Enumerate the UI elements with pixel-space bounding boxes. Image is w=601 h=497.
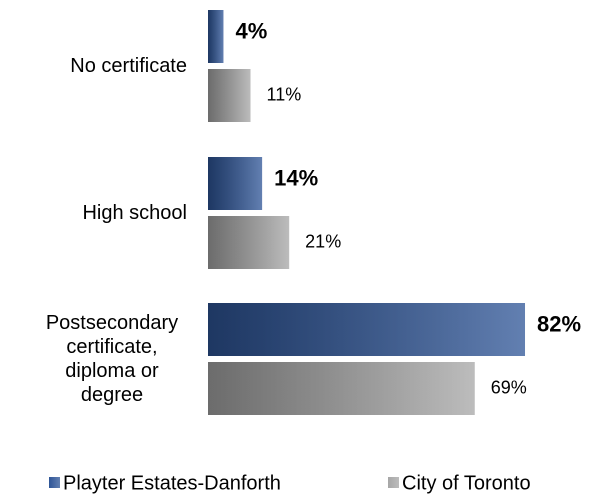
value-label: 82% (537, 311, 581, 336)
legend-label: Playter Estates-Danforth (63, 472, 281, 494)
category-label-box: High school (82, 183, 187, 243)
value-label: 21% (305, 231, 341, 251)
bar-shade (208, 216, 290, 269)
bar-shade (208, 157, 263, 210)
bar-shade (208, 10, 224, 63)
category-label-box: No certificate (70, 36, 187, 96)
value-label: 4% (235, 18, 267, 43)
value-label: 11% (267, 84, 302, 104)
category-label-box: Postsecondary certificate, diploma or de… (37, 312, 187, 406)
legend-label: City of Toronto (402, 472, 531, 494)
bar-shade (208, 362, 475, 415)
value-label: 69% (491, 377, 527, 397)
value-label: 14% (274, 165, 318, 190)
bar-shade (208, 303, 526, 356)
legend-swatch (388, 477, 399, 488)
bar-shade (208, 69, 251, 122)
category-label: High school (82, 202, 187, 224)
legend-swatch (49, 477, 60, 488)
category-label: No certificate (70, 55, 187, 77)
category-label: Postsecondary certificate, diploma or de… (45, 312, 179, 406)
